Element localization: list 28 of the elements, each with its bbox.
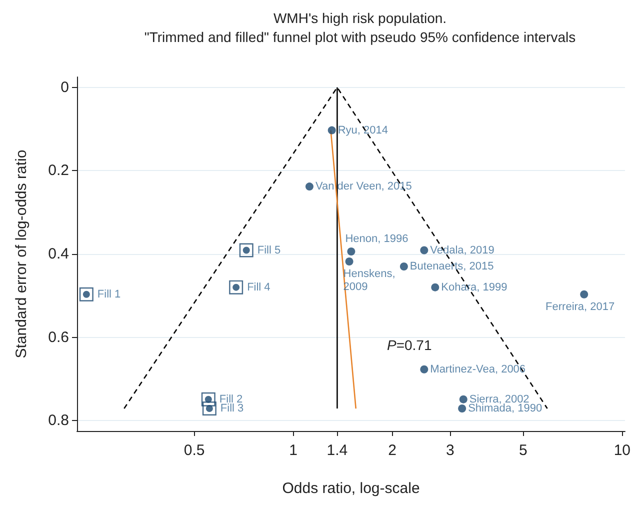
- chart-subtitle: "Trimmed and filled" funnel plot with pseudo 95% confidence intervals: [144, 29, 576, 45]
- annotation: Ferreira, 2017: [546, 300, 615, 313]
- annotation: Henon, 1996: [345, 233, 408, 245]
- y-tick-label: 0: [60, 78, 69, 96]
- x-tick-label: 10: [614, 442, 631, 459]
- annotation: P=0.71: [387, 337, 432, 353]
- x-tick-label: 5: [518, 442, 528, 459]
- annotation: Fill 5: [257, 244, 281, 256]
- annotation: Kohara, 1999: [441, 281, 508, 294]
- annotation: Shimada, 1990: [468, 402, 542, 415]
- annotation: Vedala, 2019: [430, 244, 494, 256]
- x-tick-label: 0.5: [184, 442, 205, 459]
- x-axis-title: Odds ratio, log-scale: [282, 480, 420, 497]
- y-tick-label: 0.6: [48, 328, 69, 346]
- annotation: Butenaerts, 2015: [410, 260, 494, 272]
- annotation: Fill 4: [247, 281, 270, 294]
- x-tick-label: 2: [388, 442, 396, 459]
- x-tick-label: 3: [446, 442, 454, 459]
- annotation: Ryu, 2014: [338, 124, 388, 136]
- y-axis-title: Standard error of log-odds ratio: [13, 150, 30, 358]
- y-tick-label: 0.4: [48, 246, 69, 262]
- y-tick-label: 0.2: [48, 162, 69, 180]
- annotation: Fill 1: [97, 288, 121, 300]
- x-tick-label: 1.4: [326, 442, 348, 459]
- annotation: Fill 3: [220, 402, 244, 415]
- y-tick-label: 0.8: [48, 412, 69, 430]
- x-tick-label: 1: [289, 442, 298, 459]
- chart-title: WMH's high risk population.: [273, 10, 447, 26]
